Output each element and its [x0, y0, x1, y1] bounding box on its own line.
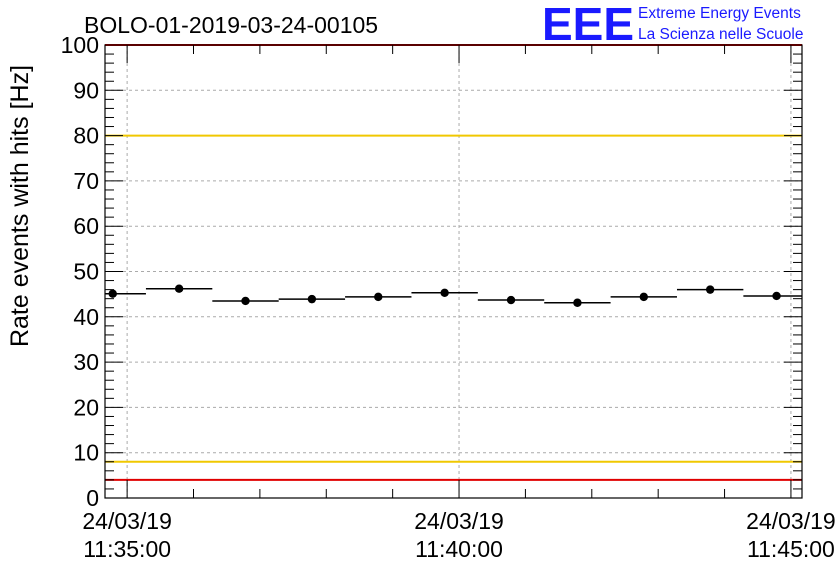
- x-tick-label-time: 11:40:00: [415, 536, 503, 562]
- y-tick-label: 90: [73, 77, 99, 103]
- x-tick-label-date: 24/03/19: [746, 508, 836, 534]
- reference-lines: [105, 44, 802, 481]
- y-tick-label: 40: [73, 304, 99, 330]
- data-point: [108, 289, 117, 298]
- eee-logo: EEE Extreme Energy Events La Scienza nel…: [542, 0, 803, 50]
- data-point: [772, 291, 781, 301]
- x-tick-label-time: 11:45:00: [747, 536, 835, 562]
- logo-line-2: La Scienza nelle Scuole: [638, 26, 803, 43]
- logo-line-1: Extreme Energy Events: [638, 5, 801, 22]
- data-point: [374, 292, 383, 302]
- data-point: [241, 296, 250, 306]
- data-series: [105, 284, 802, 307]
- y-tick-label: 10: [73, 440, 99, 466]
- data-point: [705, 285, 715, 294]
- x-tick-label-time: 11:35:00: [83, 536, 171, 562]
- grid: [105, 45, 802, 498]
- x-tick-label-date: 24/03/19: [82, 508, 172, 534]
- data-point: [307, 294, 317, 304]
- y-tick-label: 50: [73, 259, 99, 285]
- y-tick-label: 0: [86, 485, 99, 511]
- y-tick-label: 20: [73, 394, 99, 420]
- data-point: [506, 295, 516, 305]
- data-point: [639, 292, 648, 302]
- data-point: [174, 284, 184, 293]
- data-point: [440, 288, 449, 297]
- x-tick-label-date: 24/03/19: [414, 508, 504, 534]
- y-tick-label: 30: [73, 349, 99, 375]
- logo-mark: EEE: [542, 0, 634, 50]
- y-tick-label: 70: [73, 168, 99, 194]
- y-tick-label: 100: [61, 32, 99, 58]
- data-point: [573, 298, 582, 307]
- axes: 010203040506070809010024/03/1911:35:0024…: [61, 32, 836, 562]
- y-tick-label: 60: [73, 213, 99, 239]
- chart-title: BOLO-01-2019-03-24-00105: [84, 12, 378, 38]
- y-tick-label: 80: [73, 123, 99, 149]
- y-axis-label: Rate events with hits [Hz]: [6, 65, 34, 347]
